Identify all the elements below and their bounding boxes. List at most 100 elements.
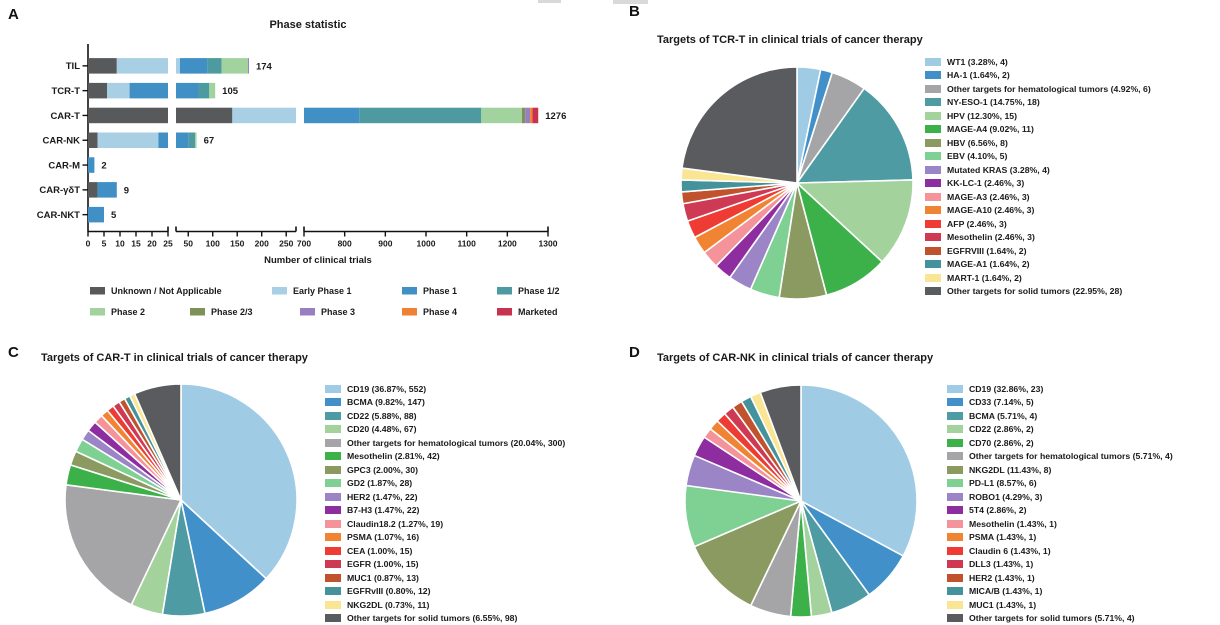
legend-label: MAGE-A10 (2.46%, 3) [947,205,1035,216]
legend-item-bcma: BCMA (9.82%, 147) [325,396,565,410]
chart-title-c: Targets of CAR-T in clinical trials of c… [41,352,308,364]
pie-slice-other-targets-for-solid-tumors [133,383,182,501]
pie-slice-other-targets-for-hematological-tumors [64,484,182,606]
legend-swatch [925,273,941,282]
legend-label: CD19 (36.87%, 552) [347,383,427,394]
legend-item-muc1: MUC1 (1.43%, 1) [947,598,1173,612]
bar-segment-tcr-t-phase-2 [209,82,216,99]
legend-label: Other targets for solid tumors (22.95%, … [947,286,1123,297]
category-label-car-t: CAR-γδT [39,185,80,196]
bar-segment-til-phase-2 [221,58,248,74]
legend-label: Phase 1 [423,286,457,296]
legend-item-phase-2-3: Phase 2/3 [190,307,253,317]
bar-segment-car-m-phase-1 [88,157,95,173]
legend-swatch [325,411,341,420]
legend-swatch [300,308,315,316]
legend-swatch [947,411,963,420]
legend-label: BCMA (5.71%, 4) [969,410,1038,421]
legend-item-mart-1: MART-1 (1.64%, 2) [925,271,1151,285]
legend-item-phase-1: Phase 1 [402,286,457,296]
x-tick-label: 150 [230,239,244,249]
legend-item-phase-2: Phase 2 [90,307,145,317]
legend-item-psma: PSMA (1.43%, 1) [947,531,1173,545]
legend-label: Other targets for hematological tumors (… [969,451,1173,462]
legend-label: EGFRvIII (0.80%, 12) [347,586,431,597]
legend-swatch [325,398,341,407]
legend-label: BCMA (9.82%, 147) [347,397,425,408]
legend-label: PSMA (1.43%, 1) [969,532,1037,543]
legend-swatch [925,260,941,269]
legend-item-egfrviii: EGFRvIII (0.80%, 12) [325,585,565,599]
bar-segment-car-t-phase-3 [525,107,531,124]
bar-segment-car-t-phase-2-3 [521,107,526,124]
legend-swatch [925,206,941,215]
legend-item-bcma: BCMA (5.71%, 4) [947,409,1173,423]
legend-swatch [947,384,963,393]
legend-label: MAGE-A3 (2.46%, 3) [947,191,1030,202]
legend-swatch [325,506,341,515]
legend-label: MICA/B (1.43%, 1) [969,586,1043,597]
legend-label: NY-ESO-1 (14.75%, 18) [947,97,1040,108]
legend-swatch [947,506,963,515]
bar-segment-car-nk-phase-2 [195,132,197,148]
bar-segment-til-unknown-not-applicable [88,58,117,74]
x-tick-label: 250 [279,239,293,249]
legend-item-her2: HER2 (1.43%, 1) [947,571,1173,585]
legend-swatch [325,546,341,555]
bar-total-car-t: 9 [124,185,129,196]
legend-item-unknown-not-applicable: Unknown / Not Applicable [90,286,222,296]
legend-swatch [325,479,341,488]
legend-swatch [947,438,963,447]
legend-swatch [925,233,941,242]
legend-item-phase-1-2: Phase 1/2 [497,286,560,296]
legend-swatch [497,287,512,295]
pie-slice-other-targets-for-solid-tumors [759,384,802,502]
chart-title-a: Phase statistic [269,19,347,31]
legend-item-nkg2dl: NKG2DL (0.73%, 11) [325,598,565,612]
legend-label: Claudin18.2 (1.27%, 19) [347,518,444,529]
pie-chart-tcr-t [680,66,914,300]
bar-segment-car-t-phase-1 [97,182,117,198]
x-tick-label: 20 [147,239,157,249]
legend-swatch [325,614,341,623]
legend-item-cd33: CD33 (7.14%, 5) [947,396,1173,410]
legend-swatch [947,519,963,528]
legend-item-phase-4: Phase 4 [402,307,457,317]
legend-swatch [925,125,941,134]
legend-swatch [947,465,963,474]
pie-legend-car-nk: CD19 (32.86%, 23) CD33 (7.14%, 5) BCMA (5.… [947,382,1173,625]
legend-item-cea: CEA (1.00%, 15) [325,544,565,558]
bar-total-til: 174 [256,61,273,72]
legend-label: Other targets for solid tumors (5.71%, 4… [969,613,1135,624]
bar-segment-til-early-phase-1 [116,58,168,74]
legend-label: EBV (4.10%, 5) [947,151,1008,162]
screenshot-artifact [613,0,648,4]
legend-swatch [325,384,341,393]
legend-label: Phase 4 [423,307,457,317]
legend-item-gd2: GD2 (1.87%, 28) [325,477,565,491]
legend-item-psma: PSMA (1.07%, 16) [325,531,565,545]
legend-item-mage-a4: MAGE-A4 (9.02%, 11) [925,123,1151,137]
pie-chart-car-t [64,383,298,617]
x-tick-label: 1300 [539,239,558,249]
legend-label: Early Phase 1 [293,286,352,296]
legend-item-robo1: ROBO1 (4.29%, 3) [947,490,1173,504]
bar-segment-car-nk-unknown-not-applicable [88,132,98,148]
pie-slice-cd19 [800,384,918,557]
bar-segment-car-t-unknown-not-applicable [88,107,168,124]
legend-label: PSMA (1.07%, 16) [347,532,420,543]
bar-segment-car-t-phase-2 [481,107,522,124]
legend-item-nkg2dl: NKG2DL (11.43%, 8) [947,463,1173,477]
legend-item-her2: HER2 (1.47%, 22) [325,490,565,504]
legend-swatch [925,219,941,228]
x-tick-label: 200 [255,239,269,249]
legend-swatch [325,587,341,596]
legend-label: HER2 (1.43%, 1) [969,572,1035,583]
x-tick-label: 1000 [417,239,436,249]
bar-segment-car-t-early-phase-1 [232,107,296,124]
pie-legend-tcr-t: WT1 (3.28%, 4) HA-1 (1.64%, 2) Other targe… [925,55,1151,298]
legend-item-mage-a3: MAGE-A3 (2.46%, 3) [925,190,1151,204]
bar-segment-til-phase-1-2 [207,58,222,74]
bar-segment-tcr-t-early-phase-1 [107,82,130,99]
